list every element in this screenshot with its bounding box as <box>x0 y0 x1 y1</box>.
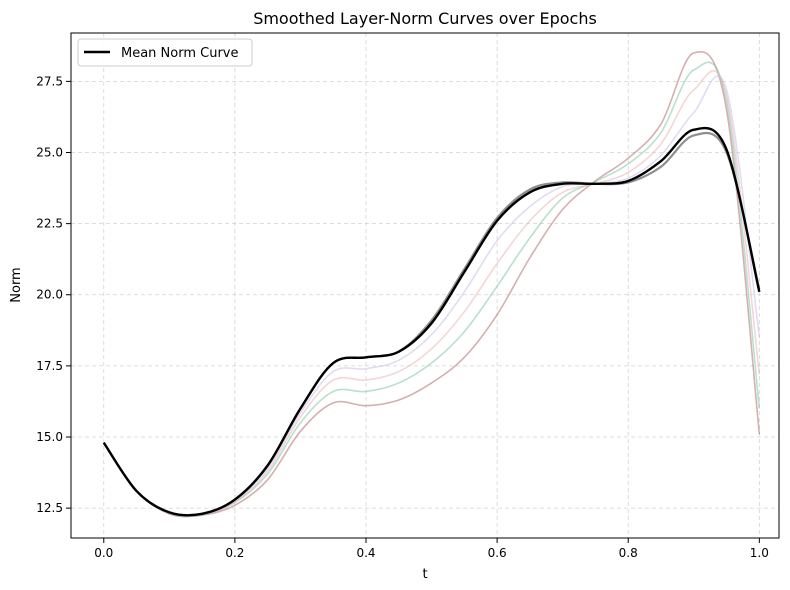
chart-title: Smoothed Layer-Norm Curves over Epochs <box>253 9 597 28</box>
plot-frame <box>70 32 780 539</box>
x-axis: 0.0 0.2 0.4 0.6 0.8 1.0 <box>94 538 769 560</box>
y-tick-label: 17.5 <box>36 359 63 373</box>
x-tick-label: 0.4 <box>356 546 375 560</box>
legend-label: Mean Norm Curve <box>121 46 239 61</box>
x-axis-label: t <box>422 567 427 582</box>
epoch-curve <box>103 61 761 517</box>
mean-norm-curve <box>102 126 761 517</box>
y-tick-label: 25.0 <box>36 145 63 159</box>
legend: Mean Norm Curve <box>77 38 253 67</box>
x-tick-label: 0.8 <box>619 546 638 560</box>
x-tick-label: 0.0 <box>94 546 113 560</box>
epoch-curve <box>103 69 761 517</box>
y-axis-label: Norm <box>9 267 24 302</box>
epoch-curve <box>103 51 761 518</box>
x-tick-label: 1.0 <box>750 546 769 560</box>
y-tick-label: 22.5 <box>36 217 63 231</box>
legend-box <box>77 38 253 67</box>
series-layer <box>102 51 761 518</box>
x-tick-label: 0.2 <box>225 546 244 560</box>
x-tick-label: 0.6 <box>488 546 507 560</box>
y-tick-label: 20.0 <box>36 288 63 302</box>
y-axis: 12.5 15.0 17.5 20.0 22.5 25.0 27.5 <box>36 74 71 515</box>
epoch-curve <box>103 75 761 517</box>
y-tick-label: 12.5 <box>36 501 63 515</box>
y-tick-label: 15.0 <box>36 430 63 444</box>
y-tick-label: 27.5 <box>36 74 63 88</box>
